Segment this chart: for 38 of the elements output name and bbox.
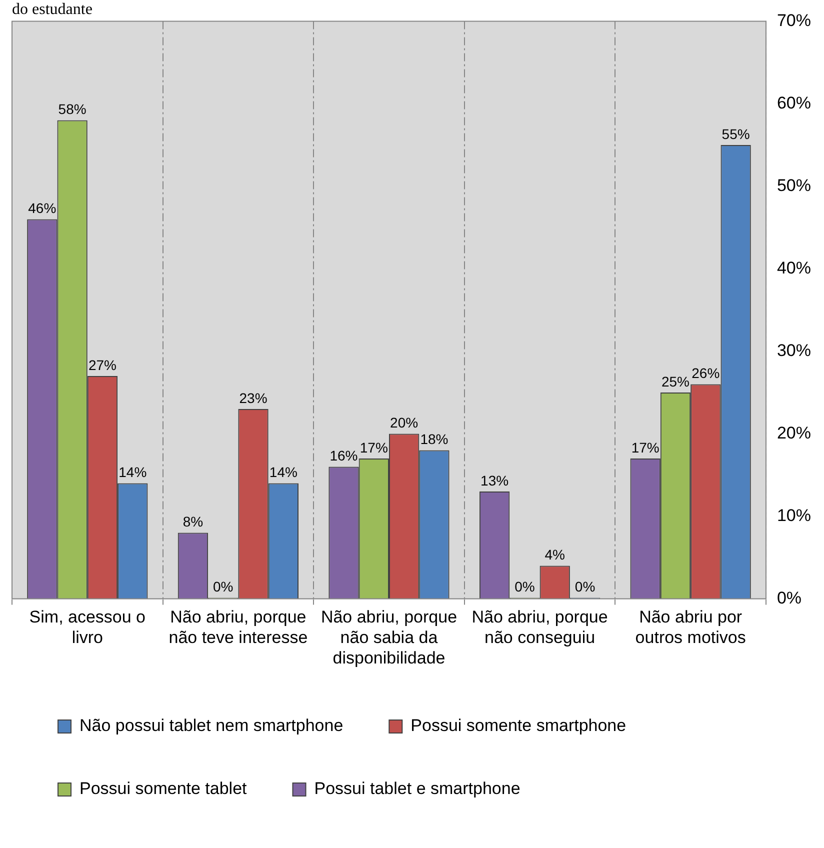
x-tick-label: Não abriu, porque não conseguiu xyxy=(472,608,608,648)
data-label: 27% xyxy=(88,356,116,373)
data-label: 25% xyxy=(661,373,690,390)
data-label: 46% xyxy=(28,200,56,216)
data-label: 13% xyxy=(480,472,509,488)
chart-title: do estudante xyxy=(12,0,92,18)
y-tick-label: 20% xyxy=(776,423,812,442)
data-label: 0% xyxy=(514,578,535,595)
data-label: 55% xyxy=(722,126,750,142)
data-label: 16% xyxy=(330,448,358,464)
data-label: 26% xyxy=(692,365,720,382)
x-tick-label: Sim, acessou o livro xyxy=(29,608,146,648)
data-label: 17% xyxy=(360,439,388,456)
data-label: 0% xyxy=(574,578,596,595)
data-label: 8% xyxy=(182,514,204,530)
data-label: 14% xyxy=(118,464,147,480)
y-tick-label: 60% xyxy=(776,93,812,112)
data-label: 0% xyxy=(212,578,234,595)
data-label: 17% xyxy=(631,439,660,456)
data-label: 58% xyxy=(58,101,86,118)
y-tick-label: 40% xyxy=(776,258,812,278)
x-tick-label: Não abriu por outros motivos xyxy=(635,608,746,648)
y-tick-label: 50% xyxy=(776,176,812,195)
data-label: 18% xyxy=(420,431,448,448)
legend-label: Possui tablet e smartphone xyxy=(314,779,520,798)
y-tick-label: 70% xyxy=(776,10,812,30)
y-tick-label: 10% xyxy=(776,506,812,525)
y-tick-label: 0% xyxy=(776,588,802,608)
data-label: 4% xyxy=(544,546,565,563)
x-tick-label: Não abriu, porque não teve interesse xyxy=(168,608,308,648)
y-tick-label: 30% xyxy=(776,340,812,360)
legend-label: Possui somente smartphone xyxy=(410,716,626,736)
x-tick-label: Não abriu, porque não sabia da disponibilidade xyxy=(320,608,458,668)
data-label: 23% xyxy=(239,390,268,406)
legend-label: Possui somente tablet xyxy=(80,779,248,798)
data-label: 20% xyxy=(390,414,418,431)
legend-label: Não possui tablet nem smartphone xyxy=(80,716,344,736)
data-label: 14% xyxy=(269,464,298,480)
